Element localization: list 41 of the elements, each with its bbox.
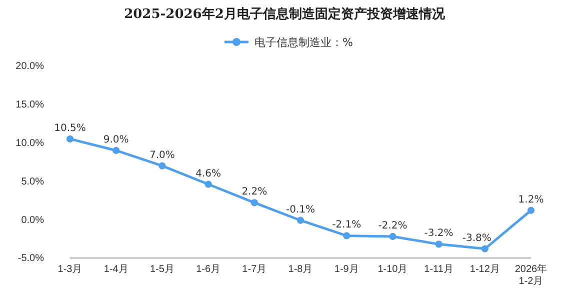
x-tick-label: 1-9月 (334, 264, 359, 275)
x-tick-label: 1-10月 (378, 264, 408, 275)
data-label: 1.2% (518, 194, 544, 206)
data-label: -3.2% (424, 228, 454, 240)
chart-title: 2025-2026年2月电子信息制造固定资产投资增速情况 (124, 6, 446, 22)
x-tick-label: 1-11月 (424, 264, 454, 275)
point (112, 146, 120, 154)
x-tick-label: 1-7月 (242, 264, 267, 275)
data-label: -2.1% (332, 220, 362, 231)
point (343, 232, 350, 240)
y-tick-label: -5.0% (18, 253, 44, 264)
y-tick-label: 15.0% (16, 100, 44, 111)
data-label: 2.2% (242, 186, 268, 198)
y-tick-label: 0.0% (21, 214, 44, 226)
x-tick-label: 1-12月 (470, 264, 500, 275)
y-tick-label: 20.0% (16, 61, 44, 72)
data-label: -3.8% (462, 232, 492, 244)
data-label: -2.2% (378, 220, 408, 232)
data-label: 4.6% (196, 168, 222, 180)
x-tick-label: 2026年 1-2月 (514, 263, 548, 287)
point (66, 135, 74, 143)
y-tick-label: 10.0% (16, 138, 44, 149)
legend-label: 电子信息制造业：% (254, 36, 353, 49)
point (481, 245, 488, 252)
point (158, 162, 166, 170)
x-tick-label: 1-3月 (58, 264, 82, 275)
x-tick-label: 1-6月 (196, 264, 221, 275)
data-label: 10.5% (54, 122, 86, 134)
point (527, 206, 535, 214)
point (250, 199, 258, 206)
data-label: -0.1% (286, 204, 316, 216)
x-tick-label: 1-5月 (150, 264, 174, 275)
point (389, 232, 396, 240)
point (204, 180, 212, 188)
data-label: 7.0% (149, 150, 175, 161)
y-tick-label: 5.0% (21, 176, 44, 188)
x-tick-label: 1-4月 (104, 264, 128, 275)
point (296, 216, 304, 224)
x-tick-label: 1-8月 (288, 264, 313, 275)
data-label: 9.0% (103, 134, 129, 146)
point (435, 240, 442, 248)
